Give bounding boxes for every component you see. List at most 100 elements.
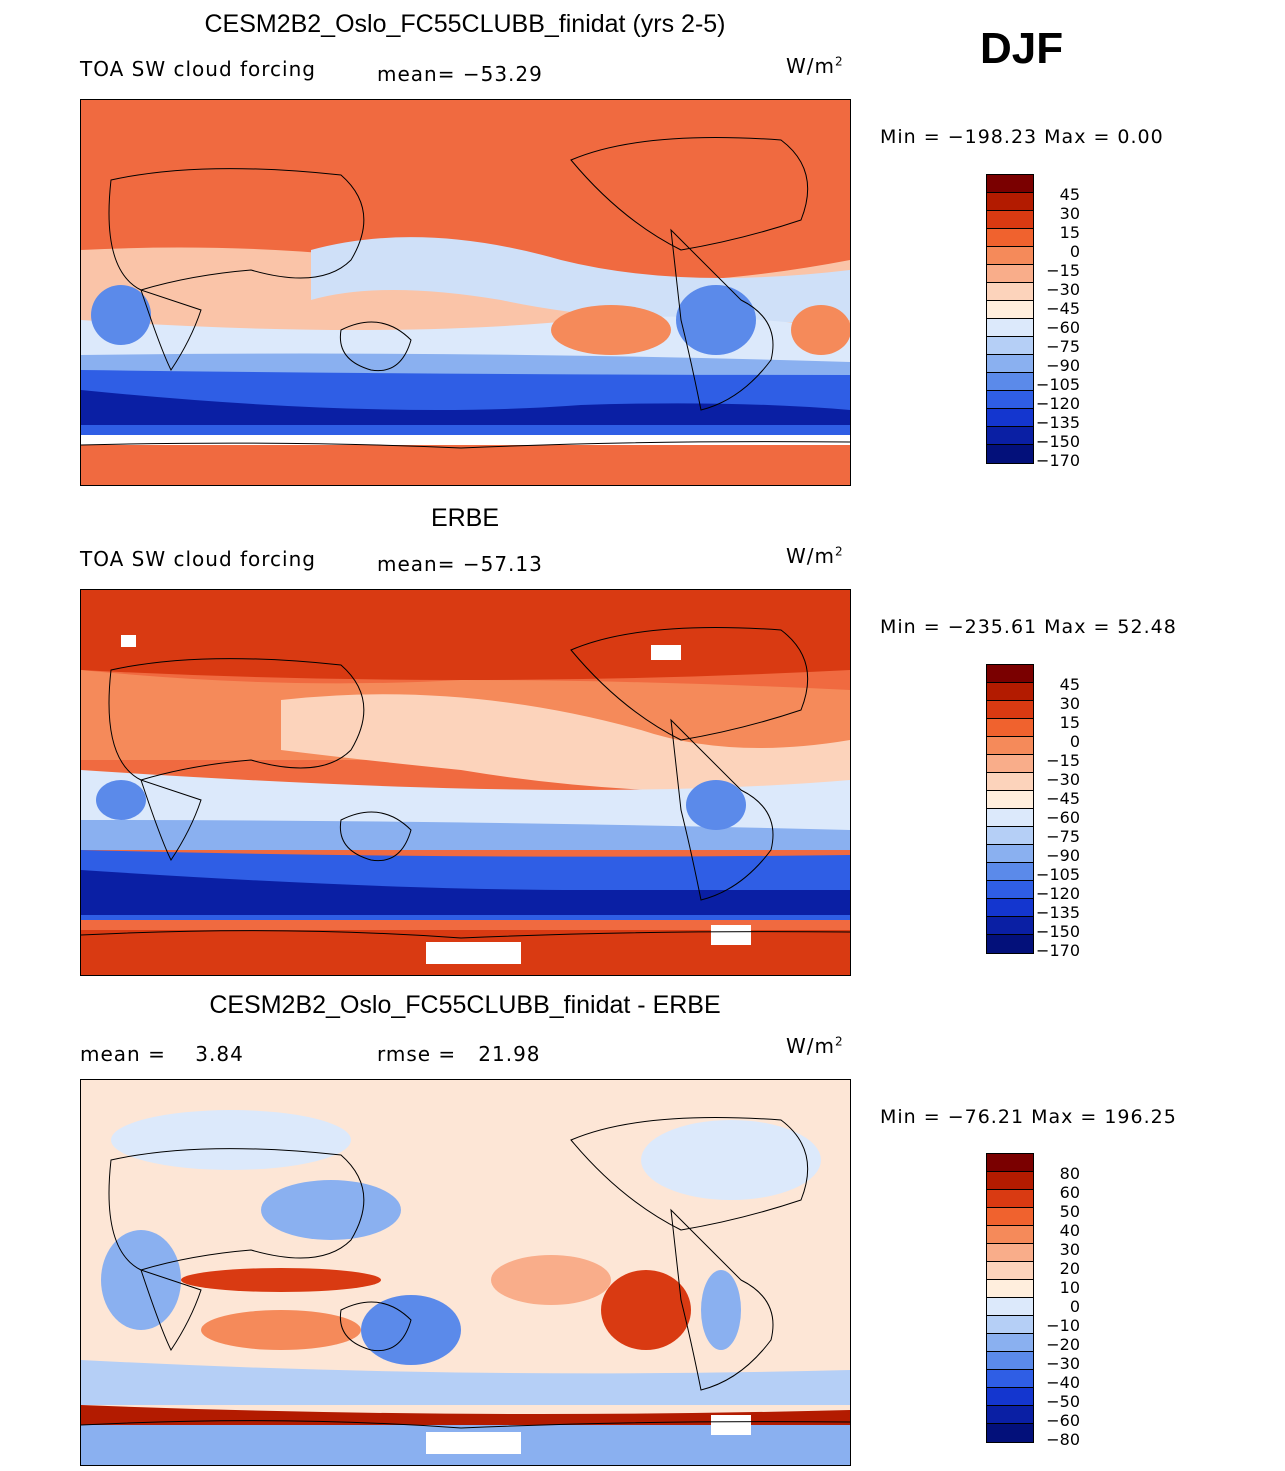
colorbar-segment xyxy=(987,827,1033,845)
panel-3-title: CESM2B2_Oslo_FC55CLUBB_finidat - ERBE xyxy=(209,991,721,1019)
colorbar-tick-label: −75 xyxy=(1046,827,1080,846)
colorbar-tick-label: −120 xyxy=(1036,394,1080,413)
colorbar-segment xyxy=(987,719,1033,737)
colorbar-tick-label: −60 xyxy=(1046,318,1080,337)
colorbar-tick-label: −170 xyxy=(1036,941,1080,960)
panel-2-units: W/m2 xyxy=(786,544,844,568)
colorbar-tick-label: −60 xyxy=(1046,808,1080,827)
panel-2-colorbar xyxy=(986,664,1034,954)
colorbar-segment xyxy=(987,1208,1033,1226)
colorbar-segment xyxy=(987,899,1033,917)
colorbar-tick-label: 10 xyxy=(1059,1278,1080,1297)
colorbar-tick-label: −45 xyxy=(1046,299,1080,318)
panel-3-units: W/m2 xyxy=(786,1034,844,1058)
colorbar-segment xyxy=(987,391,1033,409)
colorbar-segment xyxy=(987,193,1033,211)
panel-1-mean: mean= −53.29 xyxy=(377,62,543,86)
colorbar-segment xyxy=(987,283,1033,301)
colorbar-tick-label: 50 xyxy=(1059,1202,1080,1221)
colorbar-segment xyxy=(987,845,1033,863)
colorbar-segment xyxy=(987,935,1033,953)
panel-2-title: ERBE xyxy=(430,504,500,532)
colorbar-segment xyxy=(987,211,1033,229)
colorbar-tick-label: 0 xyxy=(1069,732,1080,751)
panel-3-minmax: Min = −76.21 Max = 196.25 xyxy=(880,1106,1177,1128)
colorbar-tick-label: 80 xyxy=(1059,1164,1080,1183)
colorbar-tick-label: −105 xyxy=(1036,375,1080,394)
colorbar-segment xyxy=(987,863,1033,881)
colorbar-segment xyxy=(987,247,1033,265)
panel-1-title: CESM2B2_Oslo_FC55CLUBB_finidat (yrs 2-5) xyxy=(204,10,726,38)
colorbar-segment xyxy=(987,1226,1033,1244)
colorbar-tick-label: −15 xyxy=(1046,261,1080,280)
colorbar-segment xyxy=(987,1424,1033,1442)
colorbar-tick-label: −150 xyxy=(1036,922,1080,941)
colorbar-segment xyxy=(987,337,1033,355)
colorbar-tick-label: −40 xyxy=(1046,1373,1080,1392)
colorbar-segment xyxy=(987,881,1033,899)
colorbar-segment xyxy=(987,1190,1033,1208)
colorbar-segment xyxy=(987,229,1033,247)
colorbar-tick-label: −80 xyxy=(1046,1430,1080,1449)
panel-3-mean: mean = 3.84 xyxy=(80,1042,244,1066)
colorbar-tick-label: −170 xyxy=(1036,451,1080,470)
panel-1-units: W/m2 xyxy=(786,54,844,78)
panel-3-colorbar xyxy=(986,1153,1034,1443)
colorbar-segment xyxy=(987,265,1033,283)
colorbar-segment xyxy=(987,409,1033,427)
colorbar-segment xyxy=(987,773,1033,791)
colorbar-tick-label: −90 xyxy=(1046,846,1080,865)
colorbar-segment xyxy=(987,791,1033,809)
panel-2-variable: TOA SW cloud forcing xyxy=(80,547,316,571)
panel-2-mean: mean= −57.13 xyxy=(377,552,543,576)
colorbar-segment xyxy=(987,1244,1033,1262)
colorbar-segment xyxy=(987,1262,1033,1280)
colorbar-segment xyxy=(987,701,1033,719)
colorbar-segment xyxy=(987,665,1033,683)
colorbar-segment xyxy=(987,1406,1033,1424)
colorbar-tick-label: −135 xyxy=(1036,413,1080,432)
colorbar-segment xyxy=(987,737,1033,755)
colorbar-tick-label: −15 xyxy=(1046,751,1080,770)
colorbar-segment xyxy=(987,1154,1033,1172)
season-label: DJF xyxy=(980,24,1064,73)
panel-1-colorbar-labels: 45 30 15 0 −15 −30 −45 −60 −75 −90 −105 −120 −135 −15… xyxy=(1020,185,1080,470)
colorbar-tick-label: 40 xyxy=(1059,1221,1080,1240)
colorbar-tick-label: −150 xyxy=(1036,432,1080,451)
colorbar-segment xyxy=(987,1298,1033,1316)
colorbar-segment xyxy=(987,373,1033,391)
colorbar-tick-label: 30 xyxy=(1059,204,1080,223)
colorbar-segment xyxy=(987,755,1033,773)
colorbar-tick-label: −120 xyxy=(1036,884,1080,903)
colorbar-segment xyxy=(987,445,1033,463)
colorbar-tick-label: −30 xyxy=(1046,1354,1080,1373)
colorbar-tick-label: 15 xyxy=(1059,713,1080,732)
colorbar-tick-label: 30 xyxy=(1059,694,1080,713)
colorbar-tick-label: 45 xyxy=(1059,675,1080,694)
colorbar-segment xyxy=(987,1280,1033,1298)
panel-3-map xyxy=(80,1079,851,1466)
colorbar-tick-label: 15 xyxy=(1059,223,1080,242)
colorbar-segment xyxy=(987,1172,1033,1190)
colorbar-tick-label: −10 xyxy=(1046,1316,1080,1335)
panel-3-colorbar-labels: 80 60 50 40 30 20 10 0 −10 −20 −30 −40 −50 −60 −80 xyxy=(1020,1164,1080,1449)
colorbar-tick-label: −60 xyxy=(1046,1411,1080,1430)
panel-2-minmax: Min = −235.61 Max = 52.48 xyxy=(880,616,1177,638)
colorbar-tick-label: −50 xyxy=(1046,1392,1080,1411)
colorbar-segment xyxy=(987,683,1033,701)
colorbar-tick-label: 0 xyxy=(1069,1297,1080,1316)
colorbar-segment xyxy=(987,301,1033,319)
panel-1-map xyxy=(80,99,851,486)
colorbar-segment xyxy=(987,1370,1033,1388)
colorbar-segment xyxy=(987,1316,1033,1334)
panel-1-minmax: Min = −198.23 Max = 0.00 xyxy=(880,126,1164,148)
panel-2-map xyxy=(80,589,851,976)
colorbar-tick-label: −75 xyxy=(1046,337,1080,356)
panel-1-variable: TOA SW cloud forcing xyxy=(80,57,316,81)
colorbar-segment xyxy=(987,917,1033,935)
colorbar-tick-label: 45 xyxy=(1059,185,1080,204)
colorbar-tick-label: 60 xyxy=(1059,1183,1080,1202)
colorbar-segment xyxy=(987,1352,1033,1370)
colorbar-tick-label: −20 xyxy=(1046,1335,1080,1354)
colorbar-segment xyxy=(987,1388,1033,1406)
